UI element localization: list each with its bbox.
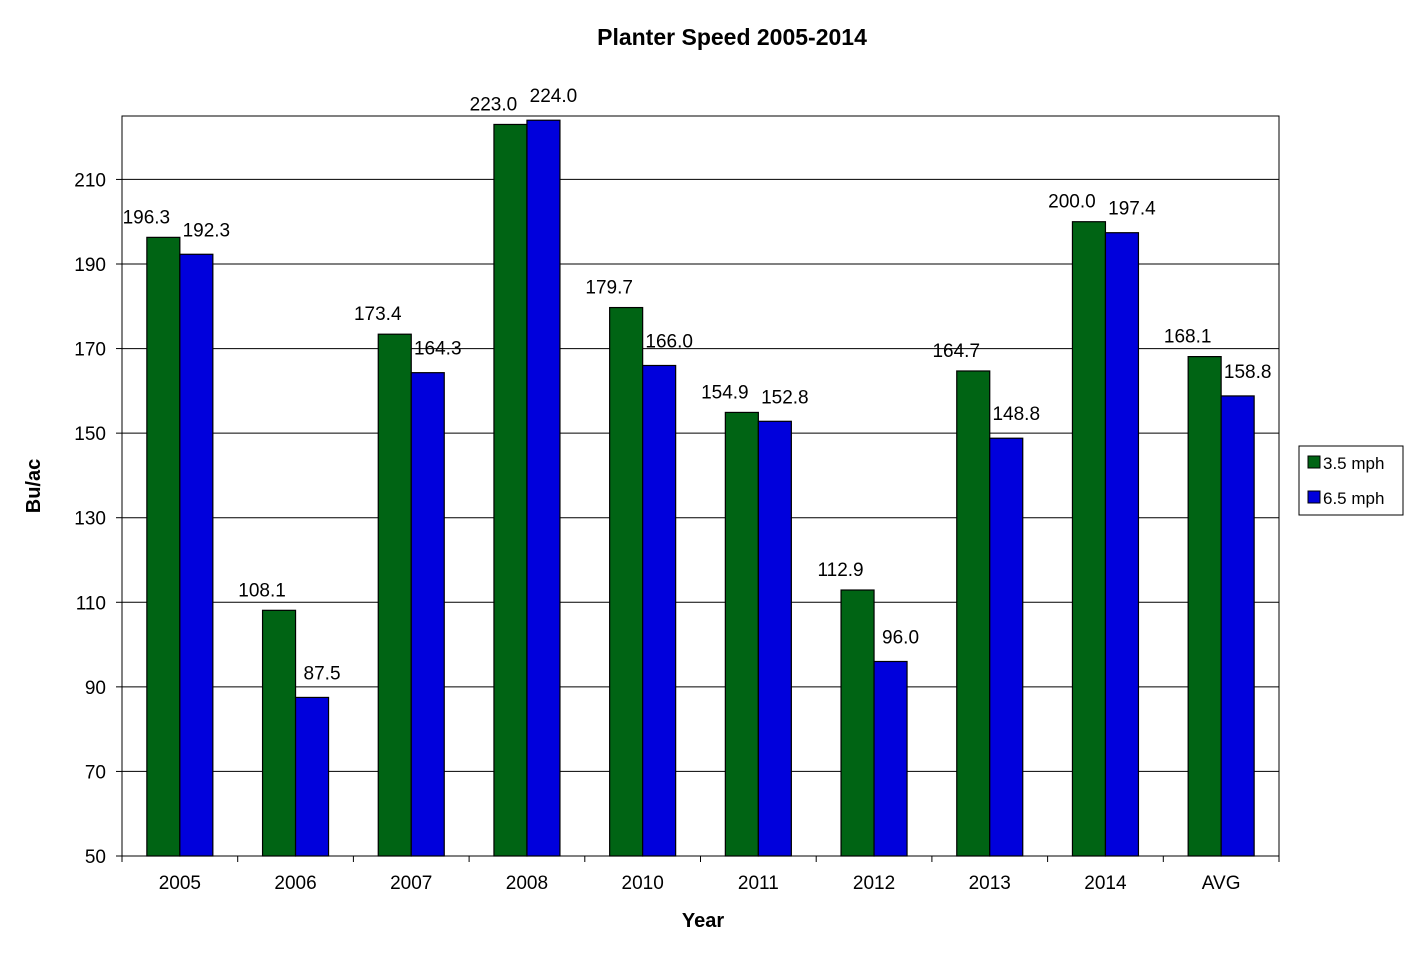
x-axis-title: Year <box>682 910 724 932</box>
legend-label-series-2: 6.5 mph <box>1323 489 1384 508</box>
y-tick-label: 50 <box>85 847 106 868</box>
bar-series-2 <box>526 119 561 857</box>
data-label: 168.1 <box>1164 327 1212 348</box>
bar-series-1 <box>146 236 181 857</box>
x-axis: 2005 2006 2007 2008 2010 2011 2012 2013 2014 AVG <box>121 856 1280 894</box>
y-tick-label: 90 <box>85 678 106 699</box>
y-tick-label: 150 <box>74 424 106 445</box>
legend-label-series-1: 3.5 mph <box>1323 454 1384 473</box>
bar-series-1 <box>1071 221 1107 857</box>
bar-series-1 <box>840 589 875 857</box>
x-tick-label: 2011 <box>738 873 779 894</box>
x-tick-label: 2014 <box>1084 873 1127 894</box>
data-label: 223.0 <box>470 94 518 115</box>
data-label: 164.7 <box>932 341 980 362</box>
bar-series-2 <box>294 696 330 857</box>
bar-series-1 <box>261 609 297 857</box>
x-tick-label: 2006 <box>274 873 316 894</box>
y-axis: 50 70 90 110 130 150 170 190 210 <box>74 170 122 868</box>
y-tick-label: 210 <box>74 170 106 191</box>
legend: 3.5 mph 6.5 mph <box>1298 445 1404 516</box>
bar-series-1 <box>609 306 644 857</box>
bar-series-1 <box>493 123 528 857</box>
data-label: 87.5 <box>304 663 341 684</box>
y-axis-title: Bu/ac <box>23 459 45 513</box>
y-tick-label: 70 <box>85 762 106 783</box>
bars <box>146 119 1255 857</box>
bar-series-1 <box>1187 356 1222 857</box>
x-tick-label: 2008 <box>506 873 548 894</box>
bar-series-2 <box>642 364 677 857</box>
bar-series-2 <box>873 660 908 857</box>
bar-series-2 <box>410 372 445 857</box>
data-label: 96.0 <box>882 627 919 648</box>
bar-series-2 <box>1220 395 1255 857</box>
data-label: 173.4 <box>354 304 402 325</box>
data-label: 152.8 <box>761 387 809 408</box>
x-tick-label: 2013 <box>969 873 1011 894</box>
x-tick-label: 2010 <box>622 873 664 894</box>
bar-series-1 <box>956 370 991 857</box>
data-label: 158.8 <box>1224 362 1272 383</box>
data-label: 200.0 <box>1048 192 1096 213</box>
data-label: 112.9 <box>817 560 863 581</box>
y-tick-label: 170 <box>74 340 106 361</box>
bar-series-2 <box>757 420 792 857</box>
bar-series-2 <box>179 253 214 857</box>
bar-series-2 <box>1104 232 1140 857</box>
x-tick-label: 2005 <box>159 873 201 894</box>
value-labels: 196.3 192.3 108.1 87.5 173.4 164.3 223.0 224.0 1… <box>123 86 1272 684</box>
x-tick-label: 2007 <box>390 873 432 894</box>
x-tick-label: AVG <box>1202 873 1241 894</box>
data-label: 192.3 <box>183 220 231 241</box>
gridlines <box>122 178 1279 772</box>
x-tick-label: 2012 <box>853 873 895 894</box>
bar-series-2 <box>989 437 1024 857</box>
bar-series-1 <box>377 333 412 857</box>
data-label: 196.3 <box>123 207 171 228</box>
data-label: 224.0 <box>530 86 578 107</box>
legend-swatch-series-2 <box>1307 490 1321 504</box>
data-label: 197.4 <box>1108 199 1156 220</box>
data-label: 179.7 <box>585 278 633 299</box>
y-tick-label: 110 <box>76 593 106 614</box>
data-label: 108.1 <box>238 580 286 601</box>
data-label: 148.8 <box>992 404 1040 425</box>
chart-title: Planter Speed 2005-2014 <box>597 24 867 50</box>
bar-series-1 <box>724 411 759 857</box>
data-label: 164.3 <box>414 339 462 360</box>
data-label: 154.9 <box>701 382 749 403</box>
y-tick-label: 190 <box>74 255 106 276</box>
data-label: 166.0 <box>645 331 693 352</box>
y-tick-label: 130 <box>74 509 106 530</box>
legend-swatch-series-1 <box>1307 455 1321 469</box>
